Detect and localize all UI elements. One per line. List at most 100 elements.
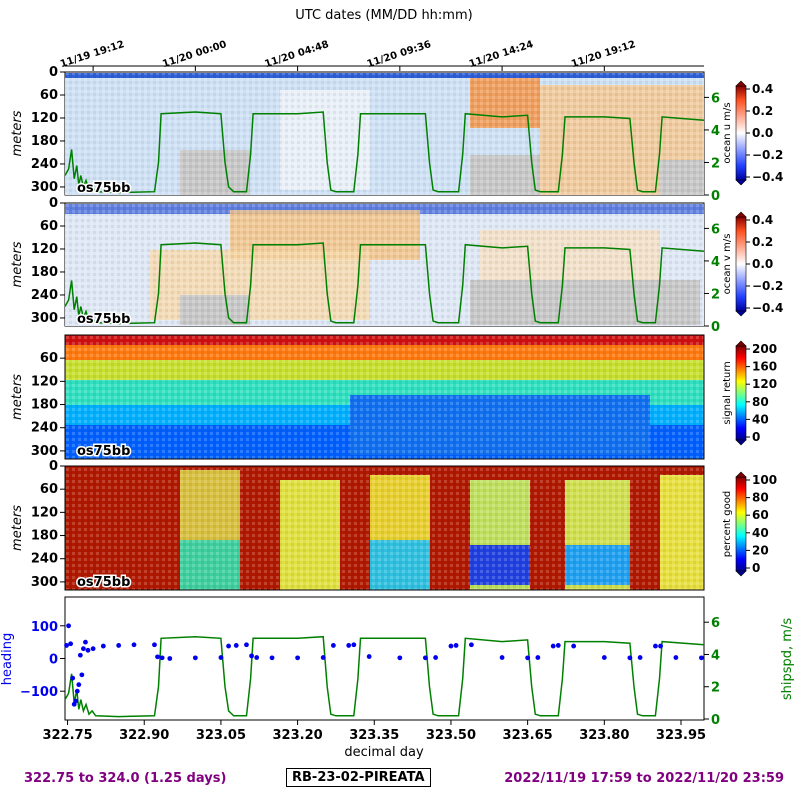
- heading-point: [254, 655, 260, 660]
- colorbar-percent-good: [735, 476, 747, 572]
- heading-point: [244, 642, 249, 648]
- colorbar-tick-label: 200: [752, 342, 777, 356]
- heading-point: [658, 643, 663, 649]
- depth-axis-label: meters: [10, 241, 25, 287]
- colorbar-tick-label: 0: [752, 561, 760, 575]
- colorbar-tick-label: 0.0: [752, 257, 773, 271]
- depth-tick-label: 180: [31, 529, 58, 544]
- x-tick-label: 323.95: [656, 728, 706, 743]
- colorbars: 0.4 0.2 0.0 −0.2 −0.4 ocean u m/s 0.4 0.2 0.0 −0.…: [722, 80, 783, 577]
- colorbar-label: signal return: [722, 361, 733, 424]
- depth-tick-label: 60: [40, 88, 58, 103]
- heading-point: [226, 643, 231, 649]
- panel-ocean-v: os75bb: [64, 202, 705, 329]
- heading-point: [550, 643, 556, 649]
- x-tick-label: 323.50: [426, 728, 476, 743]
- depth-tick-label: 60: [40, 351, 58, 366]
- heading-point: [295, 655, 300, 661]
- instrument-label: os75bb: [77, 444, 130, 459]
- speed-tick-label: 2: [711, 681, 720, 696]
- depth-tick-label: 240: [31, 421, 58, 436]
- x-tick-label: 323.80: [579, 728, 629, 743]
- speed-tick-label: 0: [711, 713, 720, 728]
- heading-point: [627, 655, 633, 661]
- depth-tick-label: 0: [49, 65, 58, 80]
- heading-point: [76, 682, 82, 688]
- colorbar-label: ocean v m/s: [722, 234, 733, 295]
- x-tick-label: 323.20: [273, 728, 323, 743]
- heading-point: [83, 639, 88, 645]
- heading-tick-label: 100: [31, 620, 58, 635]
- x-axis-label: decimal day: [344, 745, 424, 760]
- heading-point: [699, 655, 704, 661]
- depth-tick-label: 240: [31, 552, 58, 567]
- panel-ocean-u: os75bb: [64, 71, 705, 198]
- colorbar-tick-label: 40: [752, 412, 769, 426]
- colorbar-extend-bottom: [735, 570, 747, 577]
- depth-tick-label: 120: [31, 374, 58, 389]
- heading-point: [85, 647, 91, 653]
- speed-tick-label: 6: [711, 222, 720, 237]
- colorbar-tick-label: 0.0: [752, 126, 773, 140]
- colorbar-tick-label: 80: [752, 395, 769, 409]
- depth-tick-label: 60: [40, 219, 58, 234]
- depth-tick-label: 300: [31, 575, 58, 590]
- heading-point: [673, 655, 679, 660]
- depth-axis-label: meters: [10, 374, 25, 420]
- heading-point: [555, 643, 561, 648]
- speed-tick-label: 2: [711, 287, 720, 302]
- heading-point: [320, 655, 326, 660]
- colorbar-tick-label: 160: [752, 360, 777, 374]
- heading-point: [131, 642, 137, 648]
- colorbar-ocean-u: [735, 85, 747, 181]
- heading-point: [346, 643, 352, 648]
- speed-tick-label: 6: [711, 91, 720, 106]
- colorbar-extend-bottom: [735, 439, 747, 446]
- bottom-axes: 100 0 −100 6 4 2 0 322.75 322.90 323.05 323.20 323.…: [20, 616, 720, 743]
- heading-point: [74, 688, 80, 694]
- colorbar-tick-label: −0.4: [752, 301, 783, 315]
- panel-percent-good: os75bb: [64, 465, 705, 592]
- heading-point: [366, 654, 372, 659]
- colorbar-tick-label: −0.2: [752, 148, 783, 162]
- depth-tick-label: 120: [31, 505, 58, 520]
- heading-point: [77, 652, 83, 658]
- colorbar-extend-top: [735, 340, 747, 347]
- colorbar-extend-top: [735, 211, 747, 218]
- instrument-label: os75bb: [77, 181, 130, 196]
- heading-point: [637, 655, 643, 660]
- x-tick-label: 322.90: [119, 728, 169, 743]
- speed-tick-label: 4: [711, 255, 720, 270]
- heading-point: [152, 642, 157, 648]
- panel-signal-return: os75bb: [64, 334, 705, 461]
- panel-signal-return-frame: [64, 334, 705, 460]
- colorbar-tick-label: 0: [752, 430, 760, 444]
- panel-percent-good-frame: [64, 465, 705, 591]
- heading-point: [233, 643, 239, 648]
- x-tick-label: 323.05: [196, 728, 246, 743]
- colorbar-label: percent good: [722, 491, 733, 557]
- depth-tick-label: 60: [40, 482, 58, 497]
- colorbar-tick-label: 80: [752, 491, 769, 505]
- footer-cruise-id: RB-23-02-PIREATA: [286, 768, 431, 787]
- utc-axis-title: UTC dates (MM/DD hh:mm): [295, 8, 472, 23]
- heading-point: [601, 655, 607, 660]
- depth-tick-label: 300: [31, 444, 58, 459]
- colorbar-tick-label: 60: [752, 508, 769, 522]
- colorbar-tick-label: 120: [752, 377, 777, 391]
- instrument-label: os75bb: [77, 575, 130, 590]
- speed-tick-label: 2: [711, 156, 720, 171]
- heading-point: [66, 623, 71, 629]
- heading-point: [525, 655, 531, 661]
- heading-point: [249, 653, 254, 659]
- depth-axis-label: meters: [10, 110, 25, 156]
- heading-tick-label: −100: [20, 685, 58, 700]
- depth-tick-label: 180: [31, 265, 58, 280]
- heading-point: [155, 654, 160, 660]
- speed-tick-label: 0: [711, 189, 720, 204]
- heading-point: [81, 646, 86, 652]
- depth-tick-label: 240: [31, 157, 58, 172]
- heading-point: [571, 643, 577, 649]
- heading-points: [64, 623, 704, 707]
